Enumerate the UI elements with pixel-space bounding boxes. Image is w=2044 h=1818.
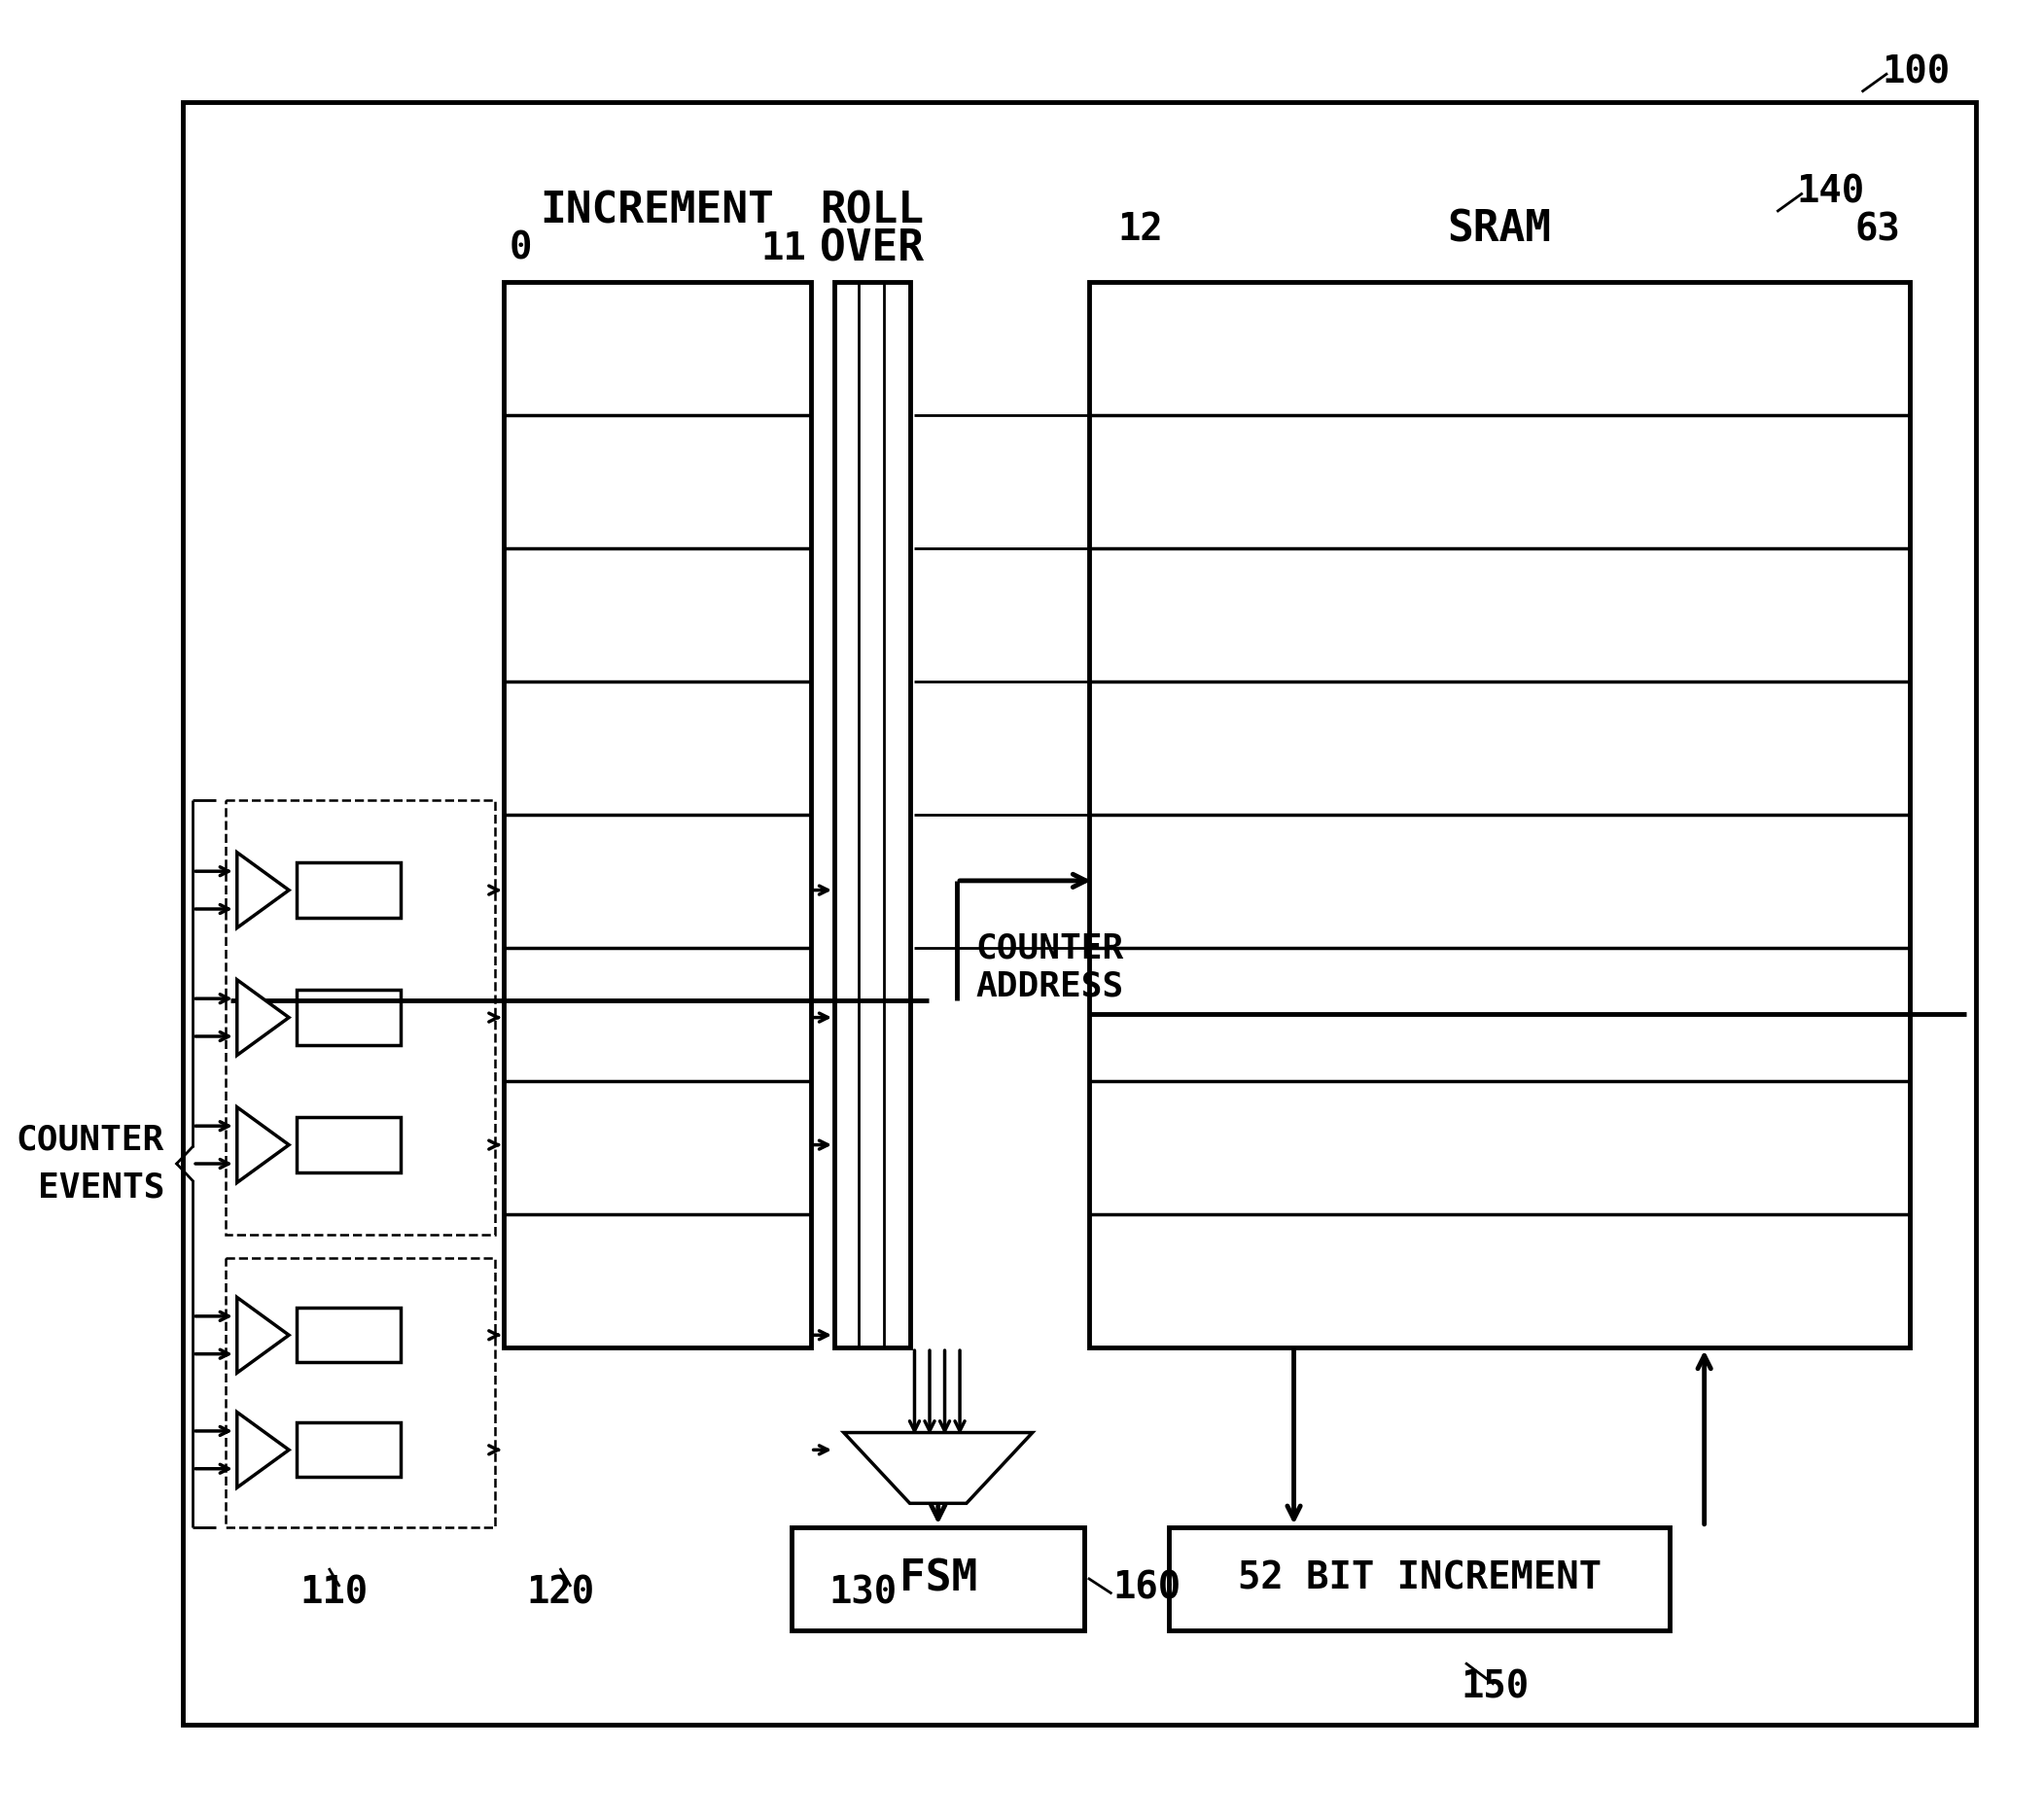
Text: 160: 160 <box>1112 1569 1181 1607</box>
FancyBboxPatch shape <box>296 864 401 918</box>
Text: ROLL: ROLL <box>820 191 924 233</box>
Polygon shape <box>237 1107 288 1182</box>
FancyBboxPatch shape <box>505 282 811 1347</box>
Text: OVER: OVER <box>820 227 924 269</box>
FancyBboxPatch shape <box>225 1258 495 1527</box>
Text: 110: 110 <box>300 1574 368 1611</box>
FancyBboxPatch shape <box>225 800 495 1234</box>
Text: FSM: FSM <box>899 1558 977 1600</box>
Polygon shape <box>237 853 288 927</box>
Polygon shape <box>844 1433 1032 1503</box>
FancyBboxPatch shape <box>296 991 401 1045</box>
FancyBboxPatch shape <box>296 1118 401 1173</box>
Text: 140: 140 <box>1797 173 1864 211</box>
Text: 0: 0 <box>509 231 531 267</box>
Text: EVENTS: EVENTS <box>37 1171 164 1204</box>
Text: 100: 100 <box>1883 55 1950 91</box>
Text: 63: 63 <box>1856 211 1901 249</box>
Polygon shape <box>237 1298 288 1373</box>
Text: 120: 120 <box>527 1574 595 1611</box>
Polygon shape <box>237 1413 288 1487</box>
Text: 52 BIT INCREMENT: 52 BIT INCREMENT <box>1237 1560 1600 1598</box>
Text: SRAM: SRAM <box>1447 209 1551 251</box>
FancyBboxPatch shape <box>1169 1527 1670 1631</box>
Text: COUNTER: COUNTER <box>16 1124 164 1156</box>
Text: 11: 11 <box>760 231 805 267</box>
Text: 150: 150 <box>1461 1669 1529 1705</box>
FancyBboxPatch shape <box>834 282 910 1347</box>
FancyBboxPatch shape <box>791 1527 1085 1631</box>
Polygon shape <box>237 980 288 1054</box>
FancyBboxPatch shape <box>1089 282 1909 1347</box>
Text: COUNTER: COUNTER <box>975 933 1124 965</box>
Text: 130: 130 <box>828 1574 897 1611</box>
FancyBboxPatch shape <box>184 102 1977 1725</box>
Text: ADDRESS: ADDRESS <box>975 969 1124 1004</box>
FancyBboxPatch shape <box>296 1422 401 1478</box>
FancyBboxPatch shape <box>296 1307 401 1362</box>
Text: 12: 12 <box>1118 211 1163 249</box>
Text: INCREMENT: INCREMENT <box>540 191 775 233</box>
